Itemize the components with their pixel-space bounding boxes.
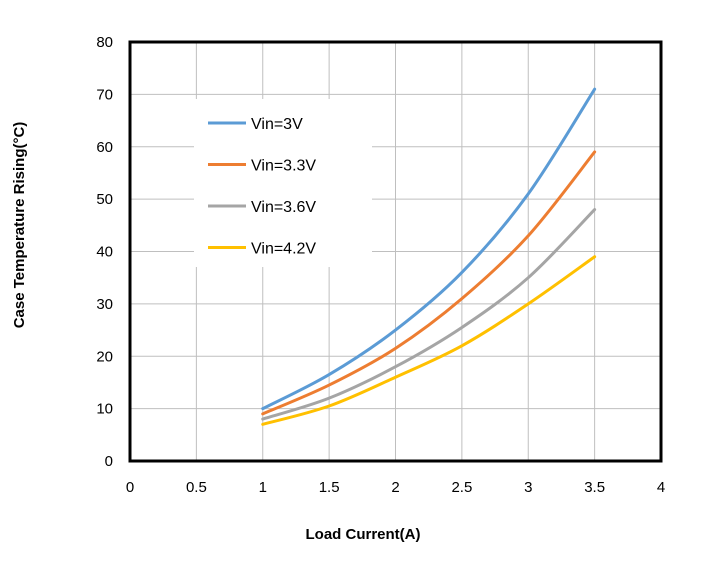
- legend-label: Vin=3V: [251, 116, 303, 133]
- y-tick-label: 0: [105, 453, 113, 470]
- legend-box: [194, 99, 372, 267]
- y-tick-label: 20: [96, 348, 113, 365]
- legend-label: Vin=4.2V: [251, 241, 316, 258]
- y-tick-label: 50: [96, 191, 113, 208]
- legend-label: Vin=3.3V: [251, 158, 316, 175]
- x-tick-label: 2.5: [451, 479, 472, 496]
- y-tick-label: 80: [96, 34, 113, 51]
- series-line-2: [261, 150, 597, 416]
- x-tick-label: 4: [657, 479, 665, 496]
- x-tick-label: 3: [524, 479, 532, 496]
- legend-label: Vin=3.6V: [251, 199, 316, 216]
- y-tick-label: 70: [96, 86, 113, 103]
- x-tick-label: 1: [259, 479, 267, 496]
- series-line-4: [261, 255, 597, 426]
- legend: Vin=3V Vin=3.3V Vin=3.6V Vin=4.2V: [194, 99, 372, 267]
- x-tick-labels: 0 0.5 1 1.5 2 2.5 3 3.5 4: [126, 479, 665, 496]
- series-lines: [261, 87, 597, 426]
- y-tick-label: 30: [96, 296, 113, 313]
- x-tick-label: 3.5: [584, 479, 605, 496]
- x-tick-label: 0: [126, 479, 134, 496]
- x-tick-label: 0.5: [186, 479, 207, 496]
- series-line-1: [261, 87, 597, 411]
- y-tick-label: 10: [96, 401, 113, 418]
- plot-frame: [128, 40, 663, 463]
- x-tick-label: 2: [391, 479, 399, 496]
- y-axis-title: Case Temperature Rising(°C): [11, 122, 28, 329]
- x-tick-label: 1.5: [319, 479, 340, 496]
- series-line-3: [261, 208, 597, 421]
- y-tick-labels: 0 10 20 30 40 50 60 70 80: [96, 34, 113, 470]
- y-tick-label: 60: [96, 139, 113, 156]
- y-tick-label: 40: [96, 244, 113, 261]
- x-axis-title: Load Current(A): [306, 526, 421, 543]
